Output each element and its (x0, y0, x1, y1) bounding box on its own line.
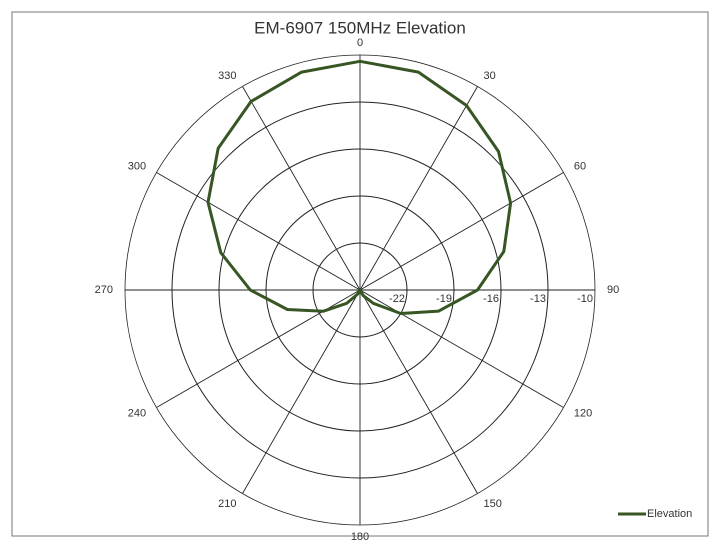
angle-label: 270 (95, 284, 113, 296)
angle-label: 60 (574, 160, 586, 172)
angle-label: 150 (484, 498, 502, 510)
chart-title: EM-6907 150MHz Elevation (254, 18, 466, 37)
angle-label: 240 (128, 407, 146, 419)
r-tick-label: -16 (483, 293, 499, 305)
legend-label: Elevation (647, 508, 692, 520)
r-tick-label: -22 (389, 293, 405, 305)
spoke (359, 86, 478, 291)
spoke (242, 289, 361, 494)
spoke (242, 86, 361, 291)
spoke (156, 172, 361, 291)
angle-label: 0 (357, 37, 363, 49)
angle-label: 300 (128, 160, 146, 172)
r-tick-label: -10 (577, 293, 593, 305)
r-tick-label: -19 (436, 293, 452, 305)
angle-label: 210 (218, 498, 236, 510)
spoke (359, 172, 564, 291)
angle-label: 330 (218, 70, 236, 82)
spoke (359, 289, 478, 494)
angle-label: 90 (607, 284, 619, 296)
angle-label: 30 (484, 70, 496, 82)
angle-label: 120 (574, 407, 592, 419)
series-line (206, 59, 513, 315)
r-tick-label: -13 (530, 293, 546, 305)
angle-label: 180 (351, 531, 369, 543)
